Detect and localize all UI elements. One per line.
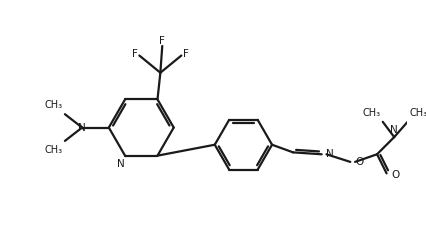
Text: N: N — [326, 149, 334, 159]
Text: N: N — [390, 125, 398, 135]
Text: F: F — [183, 49, 189, 59]
Text: O: O — [355, 157, 363, 167]
Text: F: F — [132, 49, 138, 59]
Text: CH₃: CH₃ — [45, 100, 63, 110]
Text: CH₃: CH₃ — [409, 108, 426, 118]
Text: F: F — [159, 36, 165, 46]
Text: N: N — [78, 122, 86, 133]
Text: CH₃: CH₃ — [363, 108, 381, 118]
Text: N: N — [117, 160, 125, 169]
Text: CH₃: CH₃ — [45, 145, 63, 155]
Text: O: O — [391, 170, 400, 180]
